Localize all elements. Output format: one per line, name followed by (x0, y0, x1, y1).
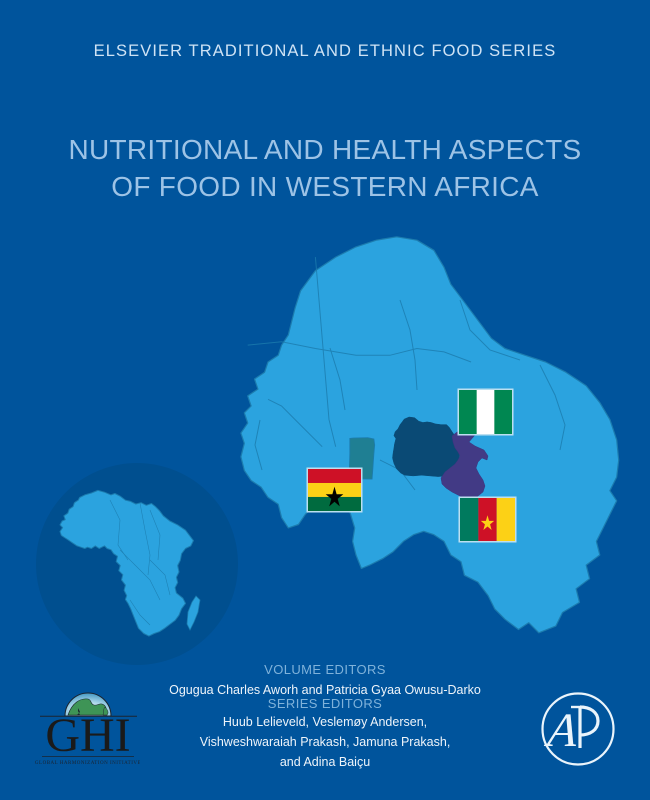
svg-text:GLOBAL HARMONIZATION INITIATIV: GLOBAL HARMONIZATION INITIATIVE (35, 761, 140, 766)
svg-text:GHI: GHI (45, 709, 130, 762)
svg-text:A: A (542, 704, 580, 757)
